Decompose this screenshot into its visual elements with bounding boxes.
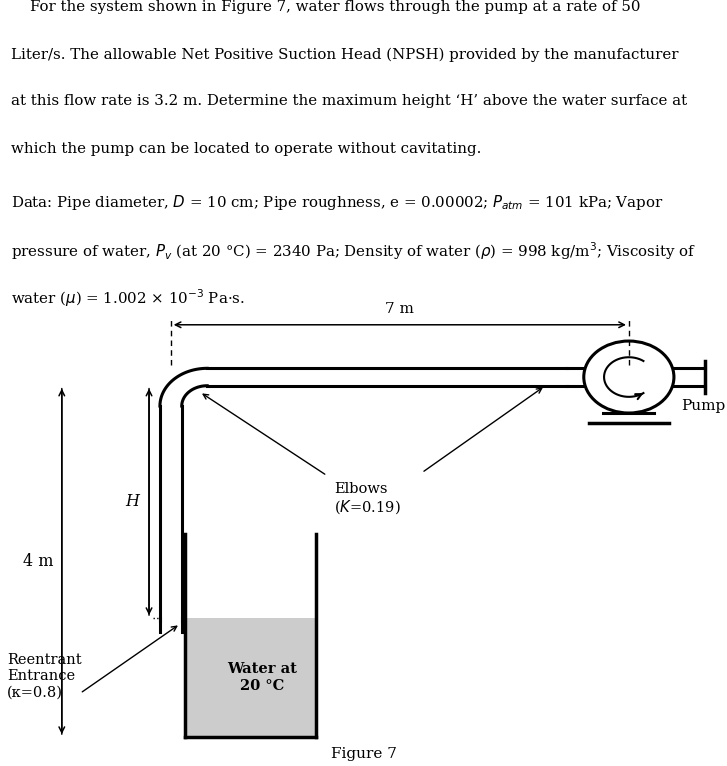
Text: water ($\mu$) = 1.002 × 10$^{-3}$ Pa·s.: water ($\mu$) = 1.002 × 10$^{-3}$ Pa·s. [11, 287, 245, 309]
Text: Pump: Pump [681, 399, 726, 413]
Text: Water at
20 °C: Water at 20 °C [227, 663, 297, 692]
Text: Figure 7: Figure 7 [331, 748, 396, 761]
Text: H: H [126, 493, 140, 510]
Text: at this flow rate is 3.2 m. Determine the maximum height ‘H’ above the water sur: at this flow rate is 3.2 m. Determine th… [11, 94, 687, 108]
Text: which the pump can be located to operate without cavitating.: which the pump can be located to operate… [11, 142, 481, 155]
Text: Data: Pipe diameter, $D$ = 10 cm; Pipe roughness, e = 0.00002; $P_{atm}$ = 101 k: Data: Pipe diameter, $D$ = 10 cm; Pipe r… [11, 193, 664, 212]
Text: For the system shown in Figure 7, water flows through the pump at a rate of 50: For the system shown in Figure 7, water … [11, 0, 640, 14]
Text: 4 m: 4 m [23, 553, 53, 570]
Text: Reentrant
Entrance
(κ=0.8): Reentrant Entrance (κ=0.8) [7, 653, 82, 699]
Text: pressure of water, $P_v$ (at 20 °C) = 2340 Pa; Density of water ($\rho$) = 998 k: pressure of water, $P_v$ (at 20 °C) = 23… [11, 241, 696, 262]
Text: Liter/s. The allowable Net Positive Suction Head (NPSH) provided by the manufact: Liter/s. The allowable Net Positive Suct… [11, 47, 678, 61]
Text: 7 m: 7 m [385, 302, 414, 316]
Bar [185, 618, 316, 737]
Text: Elbows
($K$=0.19): Elbows ($K$=0.19) [334, 482, 401, 516]
